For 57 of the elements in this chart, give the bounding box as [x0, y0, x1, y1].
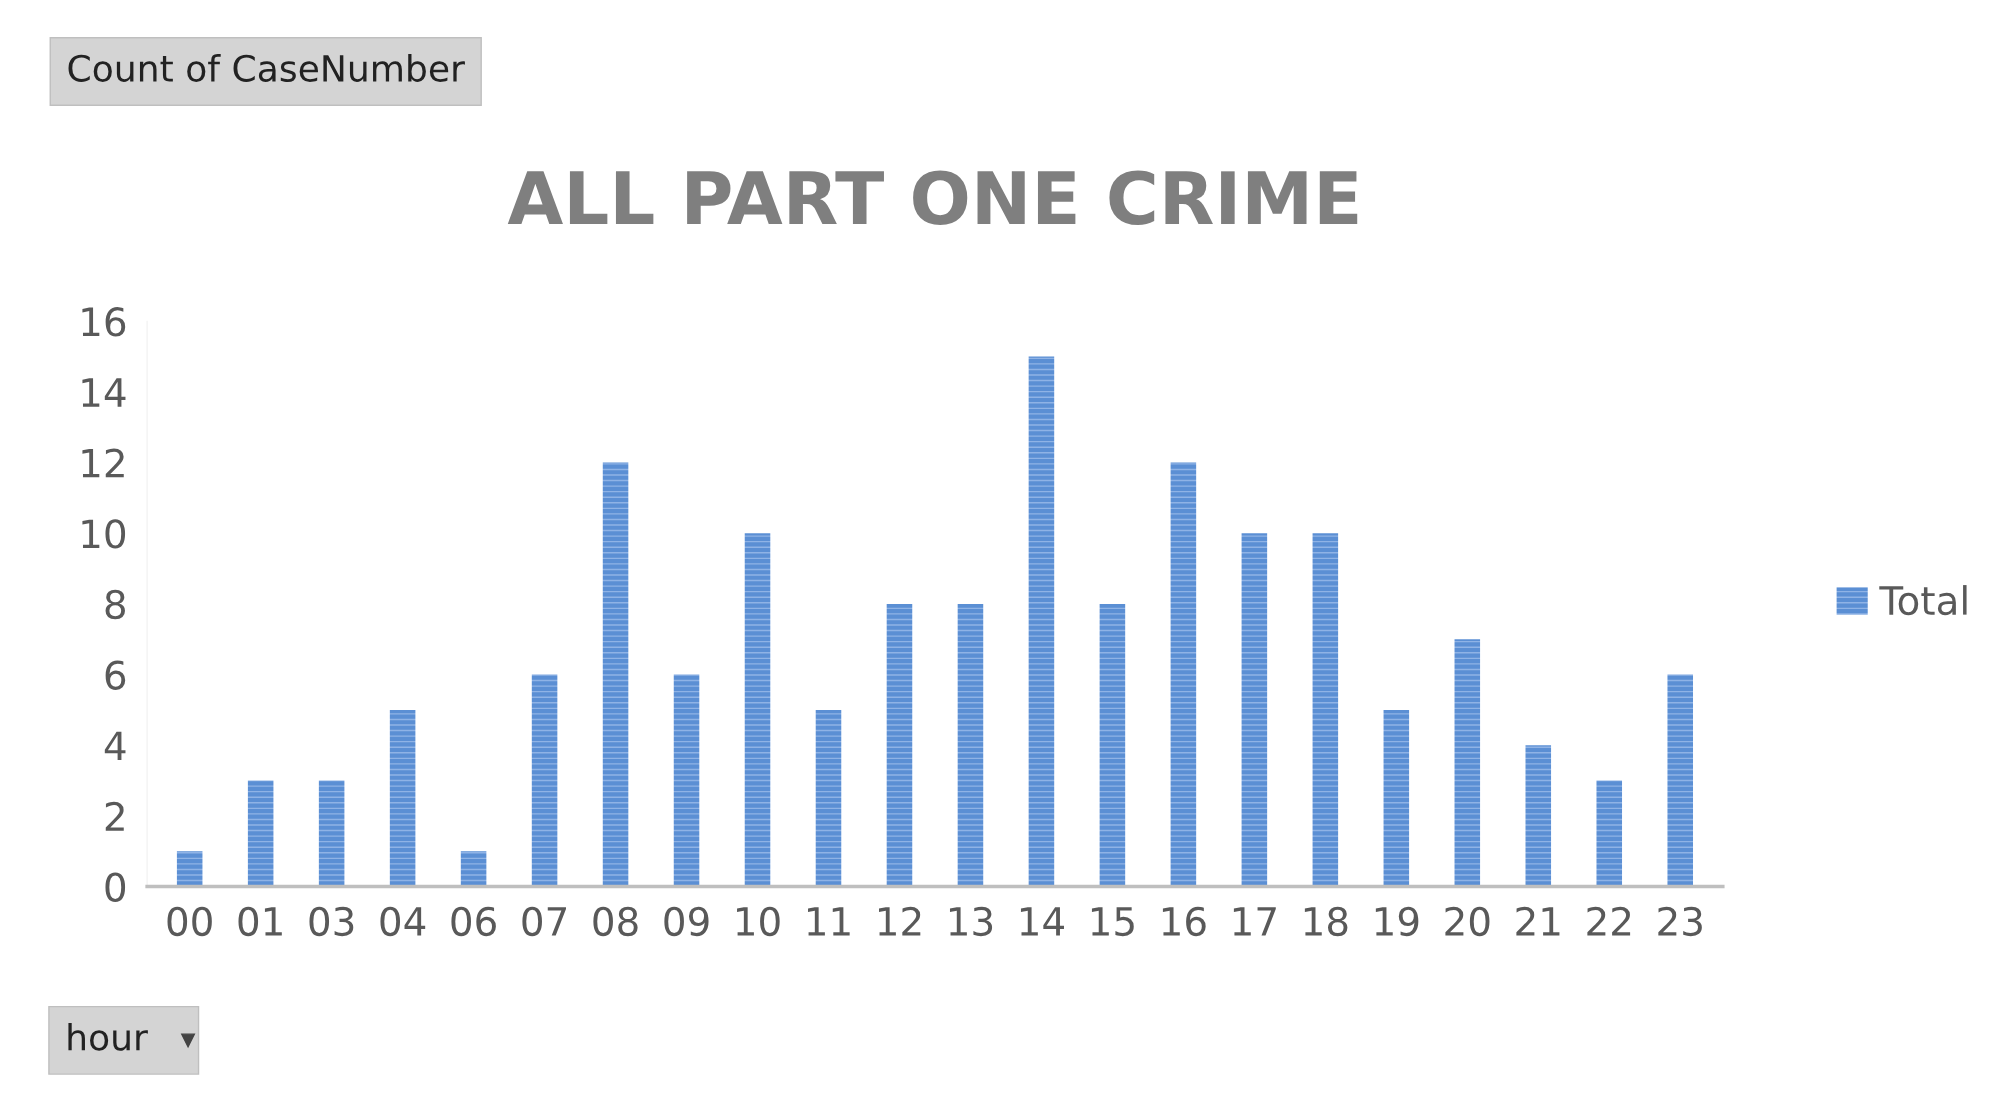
x-tick-label: 15 — [1091, 907, 1134, 937]
bar — [1241, 533, 1268, 887]
x-tick-label: 14 — [1020, 907, 1064, 936]
bar — [815, 709, 842, 887]
x-tick-label: 09 — [664, 906, 709, 937]
bar — [1525, 745, 1552, 887]
x-tick-label: 11 — [808, 907, 850, 936]
x-tick-label: 20 — [1445, 906, 1490, 937]
bar — [1383, 709, 1410, 887]
y-tick-label: 16 — [82, 307, 126, 337]
bar — [1099, 603, 1126, 887]
y-tick-label: 12 — [82, 448, 124, 478]
y-tick-label: 2 — [105, 801, 124, 831]
bar — [1667, 674, 1694, 887]
bar — [886, 603, 913, 887]
legend-label: Total — [1879, 585, 1967, 616]
y-tick-label: 0 — [105, 872, 126, 902]
x-tick-label: 19 — [1375, 906, 1419, 937]
bar — [957, 603, 984, 887]
x-tick-label: 08 — [593, 906, 638, 937]
y-tick-label: 8 — [105, 589, 125, 620]
bar — [531, 674, 558, 887]
x-tick-label: 22 — [1587, 906, 1631, 936]
bar — [176, 851, 203, 887]
x-tick-label: 04 — [380, 906, 426, 937]
text: Count of CaseNumber — [68, 54, 465, 82]
x-tick-label: 06 — [451, 906, 496, 937]
bar — [247, 780, 274, 887]
bar — [460, 851, 487, 887]
x-tick-label: 16 — [1162, 906, 1206, 937]
bar — [318, 780, 345, 887]
x-axis-title: hour — [68, 1022, 148, 1051]
x-tick-label: 07 — [522, 906, 566, 937]
bar — [1170, 462, 1197, 887]
x-tick-label: 23 — [1658, 906, 1702, 937]
bar — [389, 709, 416, 887]
x-tick-label: 18 — [1304, 906, 1348, 937]
bar — [1596, 780, 1623, 887]
bar — [602, 462, 629, 887]
x-tick-label: 03 — [309, 906, 354, 937]
bar — [744, 533, 771, 887]
x-tick-label: 01 — [238, 906, 282, 937]
chart-title: ALL PART ONE CRIME — [507, 170, 1358, 225]
y-tick-label: 10 — [82, 519, 126, 549]
x-tick-label: 12 — [879, 906, 921, 936]
y-tick-label: 14 — [82, 378, 126, 407]
bar — [1454, 639, 1481, 887]
bar — [673, 674, 700, 887]
y-tick-label: 6 — [105, 660, 126, 690]
y-tick-label: 4 — [104, 731, 126, 761]
x-tick-label: 21 — [1516, 906, 1560, 936]
x-tick-label: 10 — [737, 906, 780, 937]
x-tick-label: 00 — [167, 906, 212, 937]
x-tick-label: 17 — [1233, 907, 1276, 936]
x-tick-label: 13 — [949, 906, 993, 937]
bar — [1312, 533, 1339, 887]
bar — [1028, 356, 1055, 887]
